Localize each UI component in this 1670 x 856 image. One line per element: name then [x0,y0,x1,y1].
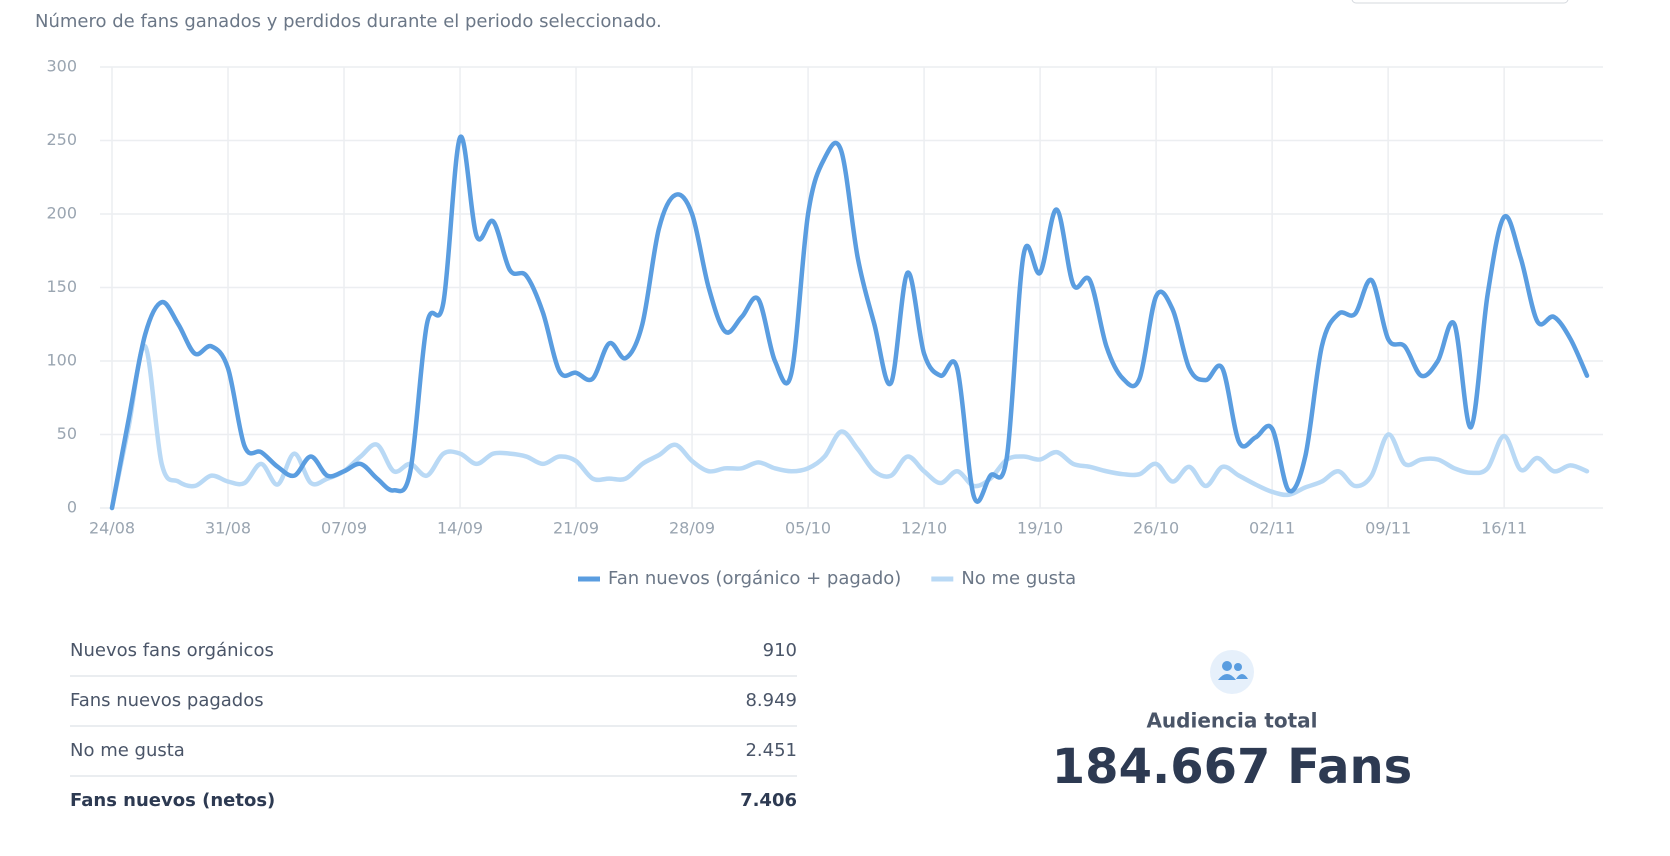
summary-label: Audiencia total [1146,709,1317,733]
x-tick-label: 21/09 [553,519,599,538]
x-tick-label: 24/08 [89,519,135,538]
y-tick-label: 300 [46,57,77,76]
x-tick-label: 26/10 [1133,519,1179,538]
legend-label: Fan nuevos (orgánico + pagado) [608,568,901,589]
y-tick-label: 150 [46,277,77,296]
x-tick-label: 14/09 [437,519,483,538]
y-tick-label: 0 [67,498,77,517]
x-tick-label: 16/11 [1481,519,1527,538]
x-tick-label: 28/09 [669,519,715,538]
x-tick-label: 12/10 [901,519,947,538]
row-value: 8.949 [745,690,797,711]
y-tick-label: 50 [57,424,77,443]
row-label: Nuevos fans orgánicos [70,640,274,661]
icon-bg [1210,650,1254,694]
legend: Fan nuevos (orgánico + pagado) No me gust… [578,568,1076,589]
row-label: Fans nuevos pagados [70,690,264,711]
row-label: Fans nuevos (netos) [70,790,275,811]
row-value: 910 [763,640,797,661]
y-tick-label: 100 [46,351,77,370]
series-line [109,344,1590,511]
y-tick-label: 200 [46,204,77,223]
stats-table: Nuevos fans orgánicos 910 Fans nuevos paga… [70,640,797,811]
summary-value: 184.667 Fans [1052,739,1412,795]
chart: 0 50 100 150 200 250 300 24/08 31/08 07/09 14/09 21… [46,57,1603,589]
subtitle: Número de fans ganados y perdidos durant… [35,11,662,32]
summary: Audiencia total 184.667 Fans [1052,650,1412,795]
legend-label: No me gusta [961,568,1076,589]
users-icon [1218,661,1248,680]
x-tick-label: 05/10 [785,519,831,538]
dropdown[interactable] [1351,0,1569,4]
x-tick-label: 07/09 [321,519,367,538]
x-tick-label: 19/10 [1017,519,1063,538]
row-label: No me gusta [70,740,185,761]
x-tick-label: 09/11 [1365,519,1411,538]
row-value: 2.451 [745,740,797,761]
x-tick-label: 31/08 [205,519,251,538]
row-value: 7.406 [740,790,797,811]
y-tick-label: 250 [46,130,77,149]
series-line [109,134,1590,511]
x-tick-label: 02/11 [1249,519,1295,538]
